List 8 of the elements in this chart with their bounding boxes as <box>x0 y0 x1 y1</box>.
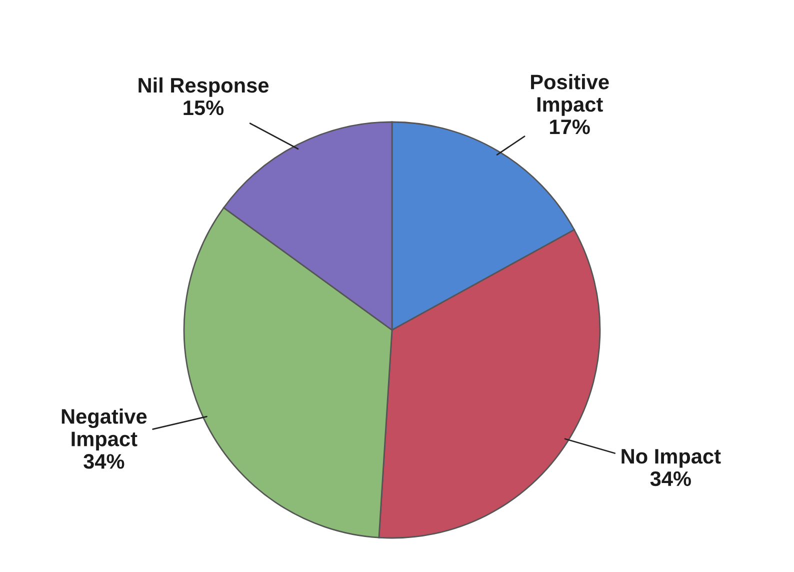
slice-label: Negative Impact <box>62 408 147 450</box>
data-label: 15% <box>184 100 224 116</box>
data-label: 34% <box>650 471 691 486</box>
slice-label: No Impact <box>622 449 721 468</box>
data-label: 17% <box>550 120 590 134</box>
slice-label: Positive Impact <box>531 74 609 116</box>
data-label: 34% <box>84 454 124 469</box>
slice-label: Nil Response <box>138 77 269 97</box>
